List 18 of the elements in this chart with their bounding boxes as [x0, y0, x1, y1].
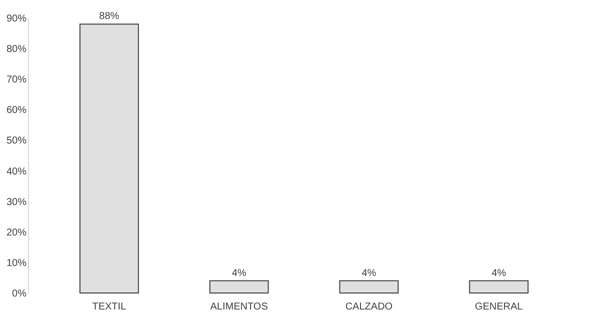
y-tick-label: 0% — [12, 288, 27, 300]
y-tick-label: 70% — [6, 74, 27, 86]
y-tick-label: 30% — [6, 196, 27, 208]
data-label: 88% — [99, 11, 120, 22]
y-tick-label: 50% — [6, 136, 27, 147]
y-tick-label: 40% — [6, 166, 27, 178]
data-label: 4% — [492, 268, 506, 279]
x-tick-label: GENERAL — [474, 302, 524, 312]
y-tick-label: 20% — [6, 227, 27, 238]
y-tick-label: 60% — [6, 105, 27, 116]
y-tick-label: 10% — [6, 258, 27, 269]
y-tick-label: 90% — [6, 14, 27, 24]
x-tick-label: TEXTIL — [92, 302, 127, 312]
x-tick-label: ALIMENTOS — [210, 302, 268, 312]
y-tick-label: 80% — [6, 44, 27, 56]
data-label: 4% — [362, 268, 376, 279]
data-label: 4% — [232, 268, 246, 279]
x-tick-label: CALZADO — [345, 302, 393, 312]
